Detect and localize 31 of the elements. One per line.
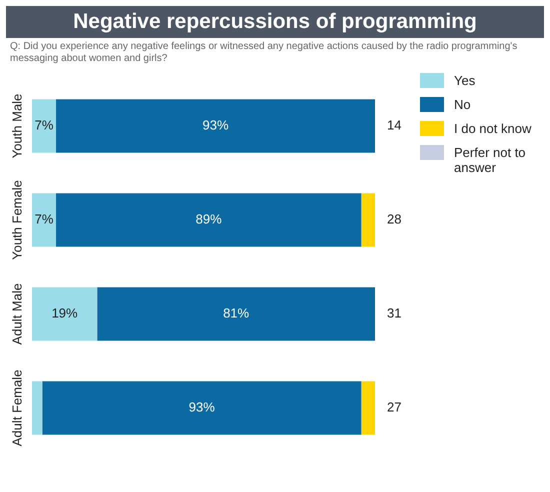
chart-subtitle: Q: Did you experience any negative feelings or witnessed any negative actions caused by the radio programming's messaging about women and girls? [10, 41, 518, 65]
legend-label: Perfer not to answer [454, 145, 527, 175]
y-tick-label: Youth Female [10, 180, 25, 260]
bar [32, 193, 56, 247]
data-label: 93% [188, 400, 216, 415]
legend-label: Yes [454, 73, 476, 88]
text: 31 [387, 306, 402, 321]
y-tick-label: Youth Male [10, 94, 25, 158]
y-tick-label: Adult Female [10, 370, 25, 446]
data-label: 89% [196, 212, 222, 227]
data-label: 7% [34, 118, 54, 133]
bar [361, 193, 375, 247]
legend-label: I do not know [454, 121, 532, 136]
bar [97, 287, 375, 341]
bar [32, 381, 42, 435]
text: 27 [387, 400, 402, 415]
bar [361, 381, 375, 435]
data-label: 7% [34, 212, 54, 227]
text: 14 [387, 118, 402, 133]
text: 28 [387, 212, 402, 227]
bar [56, 99, 375, 153]
chart-title: Negative repercussions of programming [6, 6, 544, 38]
legend-label: No [454, 97, 471, 112]
y-tick-label: Adult Male [10, 283, 25, 345]
bar [56, 193, 362, 247]
data-label: 93% [202, 118, 229, 133]
bar [42, 381, 362, 435]
bar [32, 287, 98, 341]
data-label: 19% [52, 306, 78, 321]
bar [32, 99, 56, 153]
data-label: 81% [223, 306, 250, 321]
